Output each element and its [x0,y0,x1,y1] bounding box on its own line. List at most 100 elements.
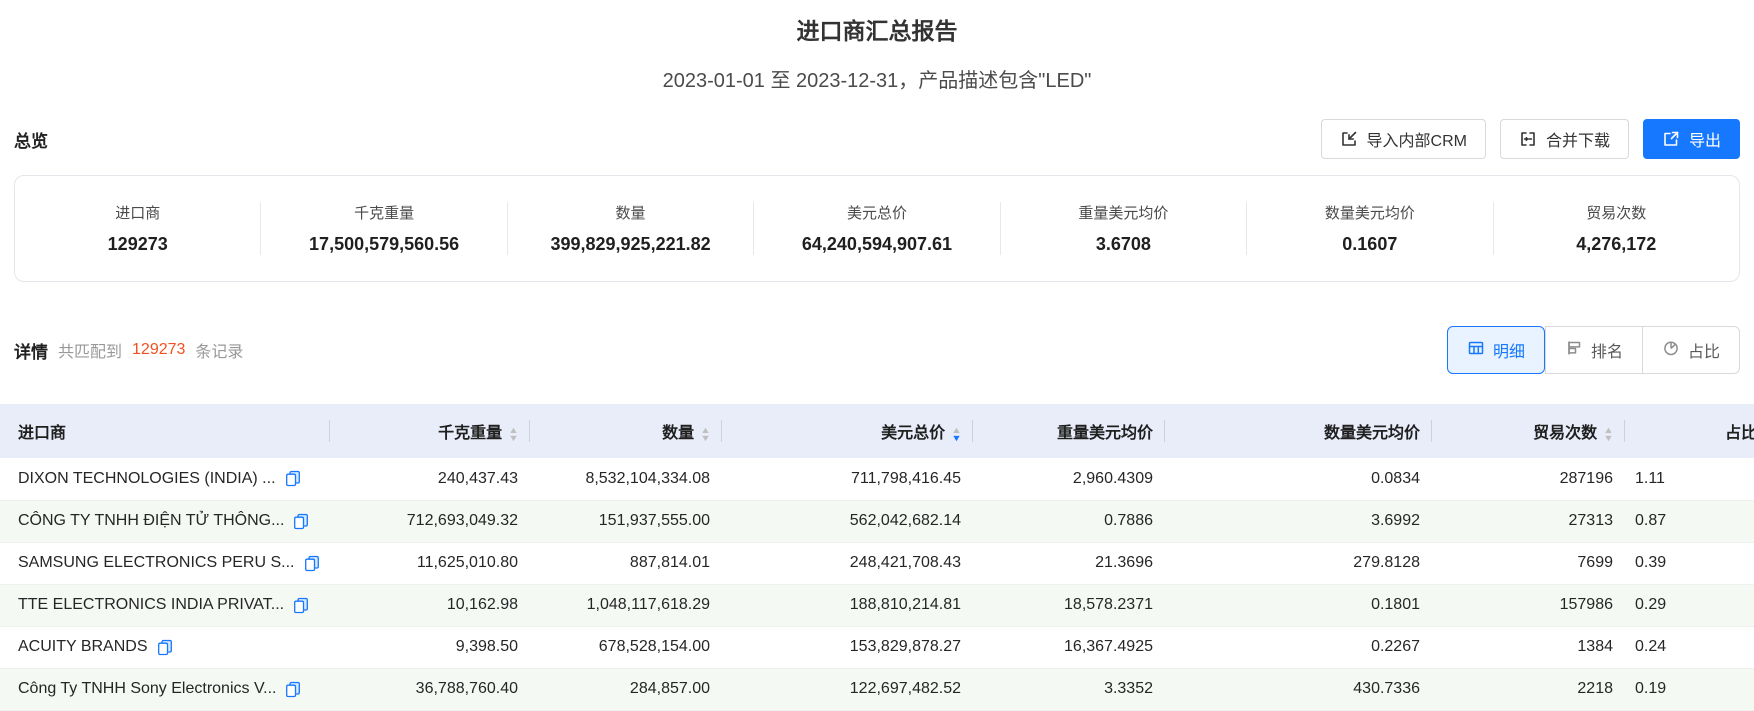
importer-name[interactable]: Công Ty TNHH Sony Electronics V... [18,680,277,697]
col-importer: 进口商 [0,404,330,458]
table-row: CÔNG TY TNHH ĐIỆN TỬ THÔNG... 712,693,04… [0,500,1754,543]
table-row: Công Ty TNHH Sony Electronics V... 36,78… [0,668,1754,711]
cell-share: 0.19 [1625,668,1754,711]
stat-label: 重量美元均价 [1078,205,1169,222]
cell-usd-per-kg: 0.7886 [973,500,1165,543]
merge-download-button[interactable]: 合并下载 [1499,119,1629,159]
copy-icon[interactable] [293,597,309,614]
cell-usd-per-kg: 21.3696 [973,542,1165,585]
col-usd-total-label: 美元总价 [881,425,946,442]
export-icon [1662,130,1680,148]
sort-icon-quantity[interactable]: ▲ ▼ [700,424,711,443]
stat-label: 数量 [615,205,646,222]
table-header-row: 进口商 千克重量 ▲ ▼ 数量 ▲ ▼ 美元总价 ▲ ▼ 重量美元均价 [0,404,1754,458]
overview-heading: 总览 [14,131,48,151]
stat-value: 129273 [107,234,168,254]
stat-value: 0.1607 [1342,234,1398,254]
tab-detail[interactable]: 明细 [1446,326,1545,374]
cell-usd-per-qty: 279.8128 [1165,542,1432,585]
tab-share-label: 占比 [1687,344,1720,361]
details-left: 详情 共匹配到 129273 条记录 [14,338,243,363]
col-importer-label: 进口商 [18,425,67,442]
col-kg-weight: 千克重量 ▲ ▼ [330,404,530,458]
stat-item: 数量美元均价 0.1607 [1246,202,1492,255]
cell-quantity: 887,814.01 [530,542,722,585]
tab-ranking-label: 排名 [1590,344,1623,361]
stat-item: 贸易次数 4,276,172 [1492,202,1739,255]
importer-name[interactable]: ACUITY BRANDS [18,638,148,655]
cell-share: 0.29 [1625,584,1754,627]
sort-icon-kg[interactable]: ▲ ▼ [508,424,519,443]
overview-header: 总览 导入内部CRM 合并下载 [0,117,1754,161]
merge-download-label: 合并下载 [1545,133,1610,150]
sort-icon-trade-count[interactable]: ▲ ▼ [1603,424,1614,443]
cell-importer: DIXON TECHNOLOGIES (INDIA) ... [0,458,330,501]
col-usd-per-qty: 数量美元均价 [1165,404,1432,458]
tab-detail-label: 明细 [1492,344,1525,361]
importer-name[interactable]: DIXON TECHNOLOGIES (INDIA) ... [18,469,276,487]
cell-kg-weight: 9,398.50 [330,626,530,669]
importer-table-container: 进口商 千克重量 ▲ ▼ 数量 ▲ ▼ 美元总价 ▲ ▼ 重量美元均价 [0,404,1754,711]
cell-usd-total: 153,829,878.27 [722,626,973,669]
tab-ranking[interactable]: 排名 [1544,326,1643,374]
report-subtitle: 2023-01-01 至 2023-12-31，产品描述包含"LED" [662,70,1092,92]
col-share-label: 占比 [1725,425,1754,442]
stat-label: 千克重量 [354,205,415,222]
col-share: 占比▲▼ [1625,404,1754,458]
col-quantity: 数量 ▲ ▼ [530,404,722,458]
cell-importer: CÔNG TY TNHH ĐIỆN TỬ THÔNG... [0,500,330,543]
importer-name[interactable]: SAMSUNG ELECTRONICS PERU S... [18,554,295,571]
page-title: 进口商汇总报告 [796,18,958,44]
cell-kg-weight: 712,693,049.32 [330,500,530,543]
cell-usd-per-qty: 0.1801 [1165,584,1432,627]
cell-importer: SAMSUNG ELECTRONICS PERU S... [0,542,330,585]
table-row: ACUITY BRANDS 9,398.50 678,528,154 [0,626,1754,669]
copy-icon[interactable] [285,470,301,487]
col-trade-count-label: 贸易次数 [1533,425,1598,442]
cell-share: 0.87 [1625,500,1754,543]
stat-item: 重量美元均价 3.6708 [999,202,1246,255]
import-icon [1340,130,1358,148]
cell-trade-count: 7699 [1432,542,1625,585]
copy-icon[interactable] [285,681,301,698]
stat-value: 64,240,594,907.61 [801,234,953,254]
pie-icon [1662,339,1680,362]
importer-name[interactable]: TTE ELECTRONICS INDIA PRIVAT... [18,596,285,613]
cell-usd-total: 562,042,682.14 [722,500,973,543]
import-crm-button[interactable]: 导入内部CRM [1320,119,1486,159]
overview-stats-card: 进口商 129273 千克重量 17,500,579,560.56 数量 399… [14,175,1740,282]
stat-item: 千克重量 17,500,579,560.56 [260,202,506,255]
copy-icon[interactable] [157,639,173,656]
col-usd-per-kg: 重量美元均价 [973,404,1165,458]
cell-usd-per-qty: 0.0834 [1165,458,1432,501]
cell-usd-total: 122,697,482.52 [722,668,973,711]
importer-name[interactable]: CÔNG TY TNHH ĐIỆN TỬ THÔNG... [18,512,285,529]
table-row: DIXON TECHNOLOGIES (INDIA) ... 240,437.4… [0,458,1754,501]
export-label: 导出 [1688,133,1721,150]
tab-share[interactable]: 占比 [1642,326,1740,374]
sort-icon-usd-total[interactable]: ▲ ▼ [951,424,962,443]
export-button[interactable]: 导出 [1642,119,1740,159]
stat-label: 数量美元均价 [1324,205,1415,222]
cell-trade-count: 157986 [1432,584,1625,627]
cell-importer: ACUITY BRANDS [0,626,330,669]
copy-icon[interactable] [304,555,320,572]
cell-trade-count: 27313 [1432,500,1625,543]
cell-quantity: 8,532,104,334.08 [530,458,722,501]
stat-label: 贸易次数 [1586,205,1647,222]
col-quantity-label: 数量 [662,425,695,442]
cell-usd-per-qty: 430.7336 [1165,668,1432,711]
overview-actions: 导入内部CRM 合并下载 导出 [1320,119,1740,159]
table-row: SAMSUNG ELECTRONICS PERU S... 11,625,010… [0,542,1754,585]
cell-trade-count: 287196 [1432,458,1625,501]
importer-table: 进口商 千克重量 ▲ ▼ 数量 ▲ ▼ 美元总价 ▲ ▼ 重量美元均价 [0,404,1754,711]
stat-value: 4,276,172 [1576,234,1657,254]
details-header: 详情 共匹配到 129273 条记录 明细 排名 [0,326,1754,374]
cell-importer: TTE ELECTRONICS INDIA PRIVAT... [0,584,330,627]
view-mode-tabs: 明细 排名 占比 [1446,326,1740,374]
cell-usd-per-kg: 18,578.2371 [973,584,1165,627]
copy-icon[interactable] [293,513,309,530]
cell-usd-total: 711,798,416.45 [722,458,973,501]
match-prefix: 共匹配到 [58,344,123,361]
cell-share: 1.11 [1625,458,1754,501]
